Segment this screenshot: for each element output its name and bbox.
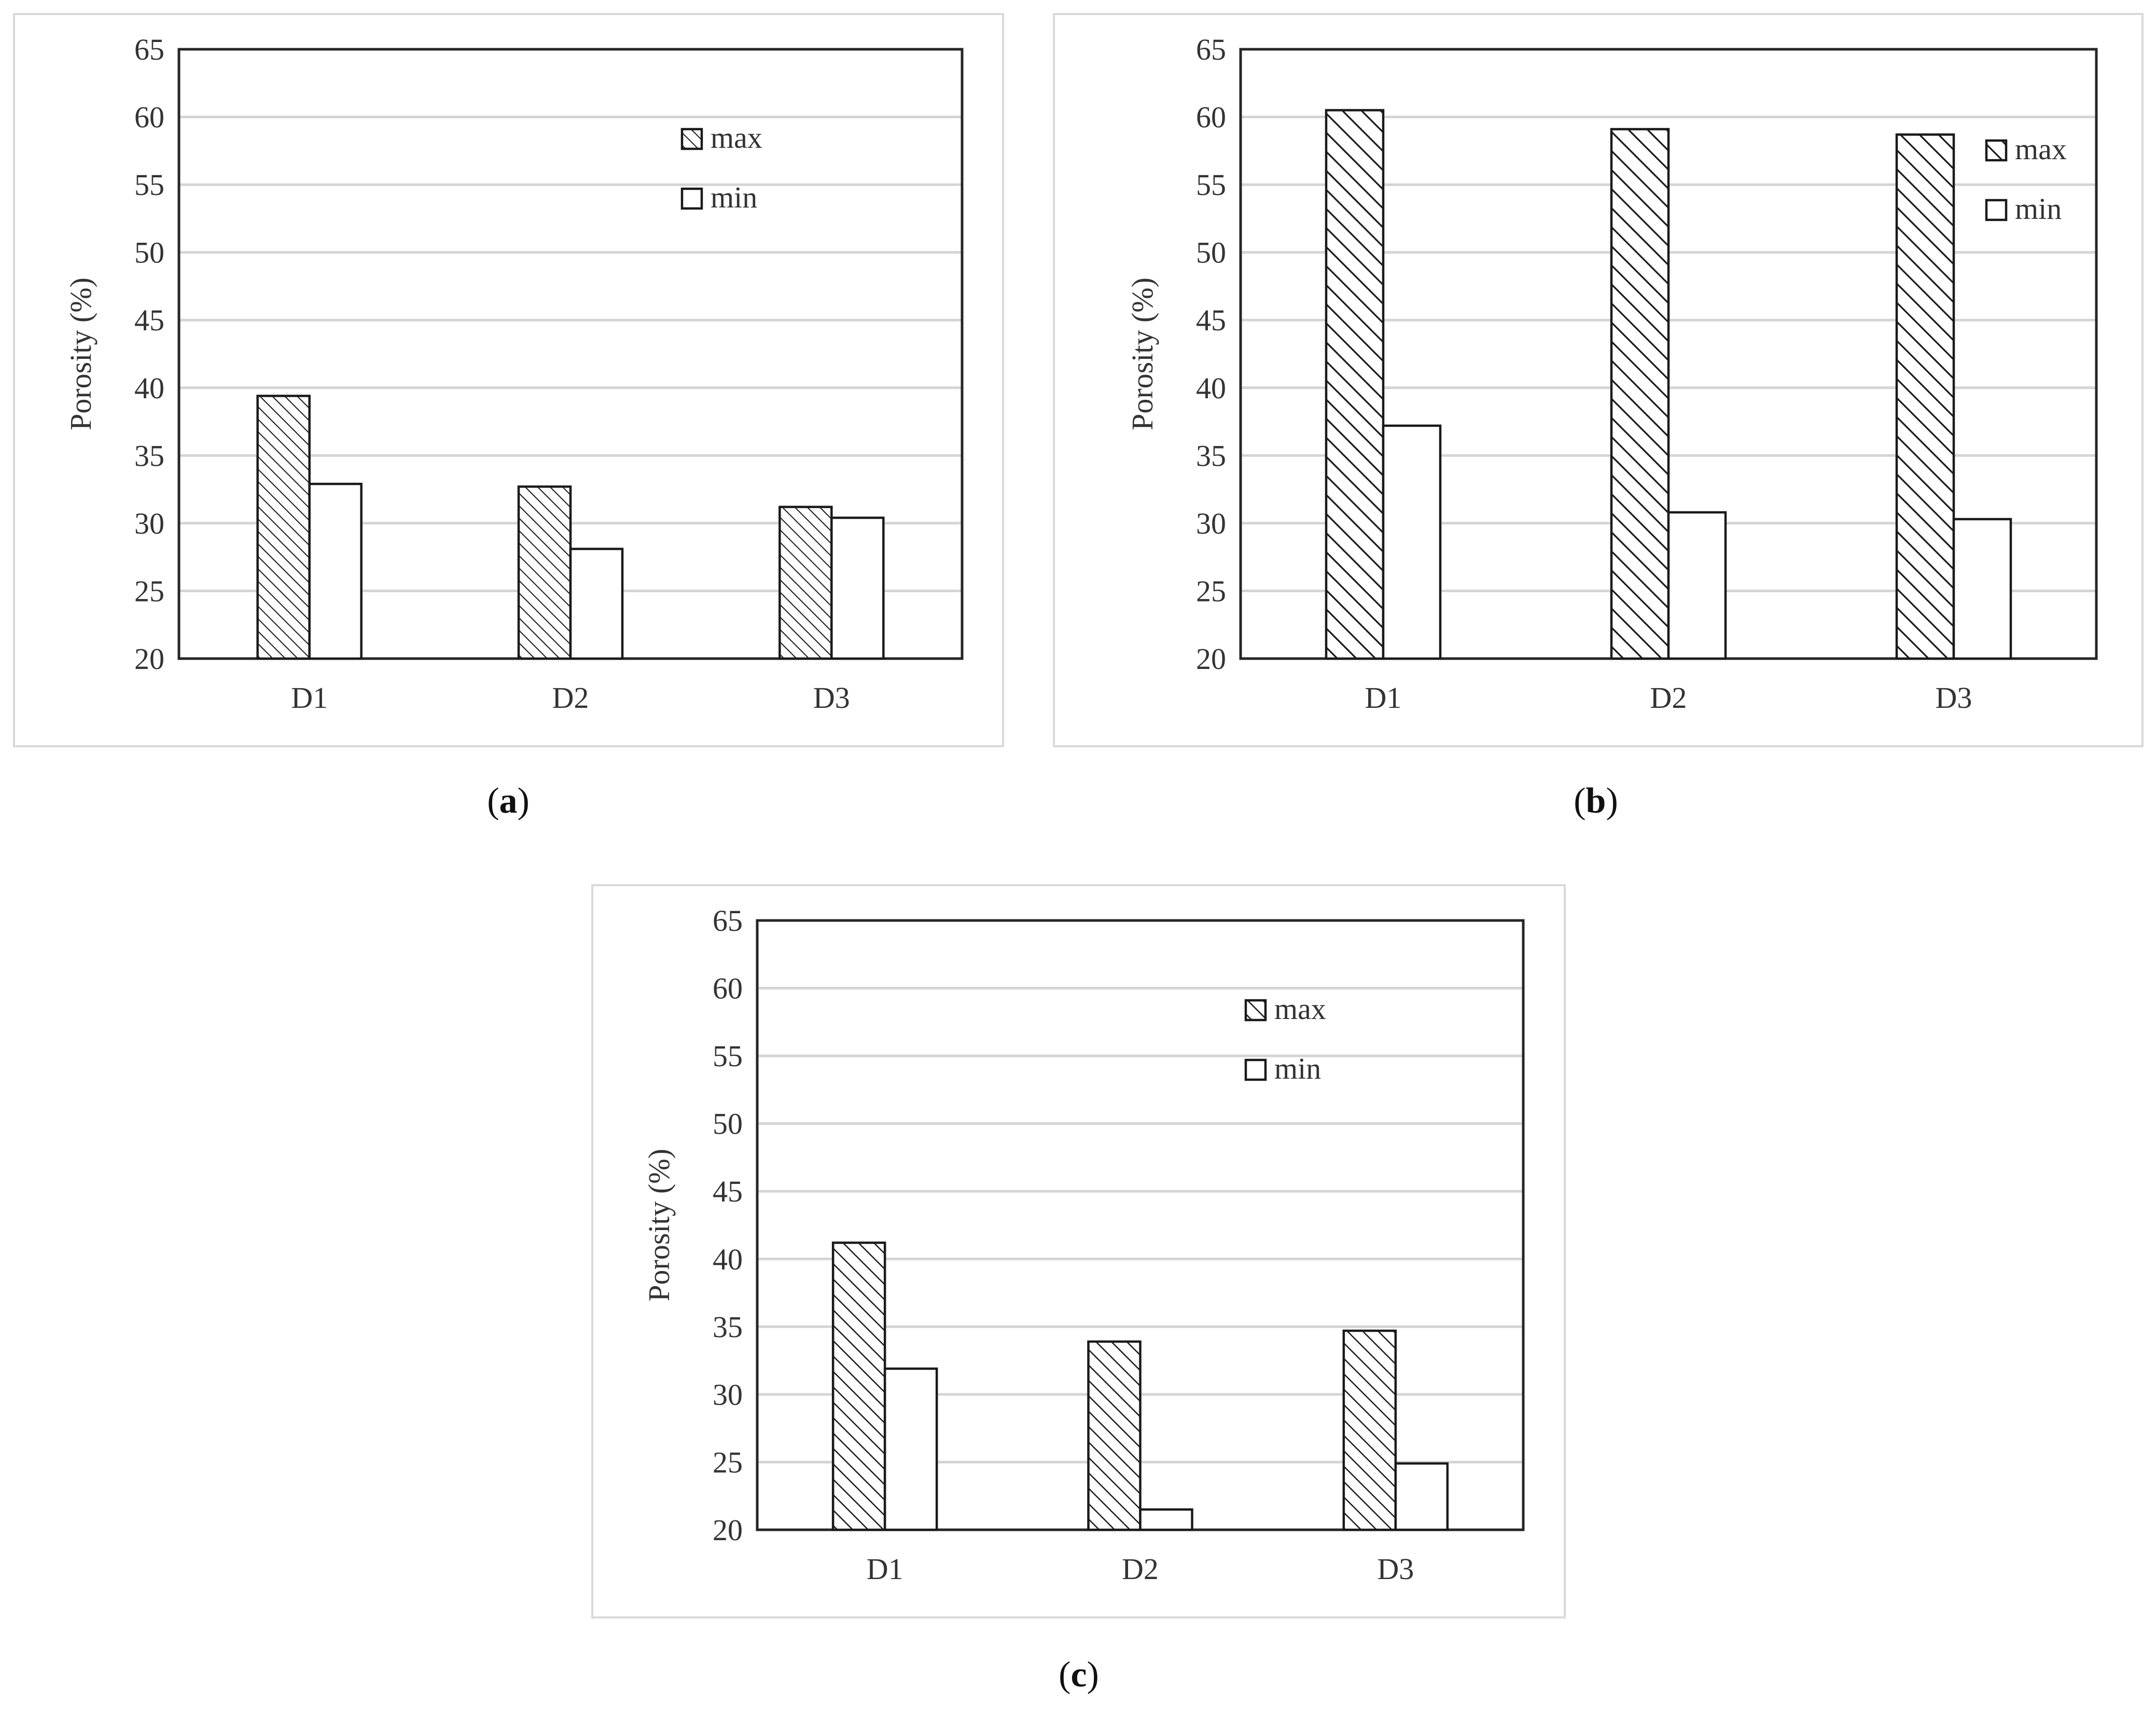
y-tick-label: 35 (134, 439, 164, 472)
bar-max-D3 (1895, 133, 1955, 660)
bar-max-D3 (778, 506, 833, 660)
y-tick-label: 50 (1196, 236, 1226, 270)
legend-label-min: min (711, 180, 757, 214)
bar-min-D3 (1394, 1462, 1449, 1531)
bar-min-D1 (308, 482, 363, 660)
y-axis-title: Porosity (%) (64, 277, 98, 430)
y-tick-label: 60 (1196, 101, 1226, 134)
bar-max-D1 (831, 1241, 886, 1531)
panel-label-b: (b) (1574, 781, 1618, 821)
x-tick-label: D1 (291, 681, 328, 715)
x-tick-label: D2 (552, 681, 589, 715)
x-tick-label: D2 (1650, 681, 1687, 715)
y-tick-label: 50 (713, 1107, 743, 1141)
legend-swatch-min (680, 187, 703, 210)
bar-max-D2 (517, 485, 572, 660)
y-tick-label: 40 (713, 1243, 743, 1276)
x-tick-label: D3 (813, 681, 850, 715)
y-tick-label: 30 (713, 1378, 743, 1412)
x-tick-label: D3 (1936, 681, 1972, 715)
bar-max-D2 (1087, 1340, 1142, 1531)
y-tick-label: 20 (713, 1513, 743, 1547)
y-tick-label: 65 (713, 904, 743, 938)
y-axis-title: Porosity (%) (642, 1149, 676, 1302)
bar-min-D2 (569, 548, 624, 660)
y-tick-label: 30 (134, 507, 164, 540)
bar-min-D3 (1952, 518, 2012, 660)
legend-label-max: max (1274, 992, 1326, 1026)
bar-max-D1 (1325, 109, 1385, 660)
y-tick-label: 35 (1196, 439, 1226, 472)
x-tick-label: D3 (1377, 1552, 1414, 1586)
legend-label-min: min (2015, 192, 2062, 226)
legend-swatch-min (1244, 1058, 1267, 1081)
y-tick-label: 65 (134, 33, 164, 66)
y-axis-title: Porosity (%) (1125, 277, 1159, 430)
y-tick-label: 65 (1196, 33, 1226, 66)
bar-max-D2 (1610, 128, 1670, 660)
bar-min-D1 (883, 1367, 938, 1531)
y-tick-label: 30 (1196, 507, 1226, 540)
y-tick-label: 60 (134, 101, 164, 134)
bar-max-D3 (1342, 1329, 1397, 1531)
chart-panel-b: 20 25 30 35 40 45 50 55 60 65 Porosity (%) D1 D2 D3 ma… (1053, 13, 2144, 747)
x-tick-label: D1 (1365, 681, 1402, 715)
y-tick-label: 25 (713, 1445, 743, 1479)
x-tick-label: D2 (1122, 1552, 1159, 1586)
chart-panel-a: 20 25 30 35 40 45 50 55 60 65 Porosity (%) D1 D2 D3 ma… (13, 13, 1004, 747)
y-tick-label: 45 (134, 303, 164, 337)
y-tick-label: 45 (1196, 303, 1226, 337)
y-tick-label: 20 (1196, 642, 1226, 676)
y-tick-label: 25 (134, 574, 164, 608)
legend-label-min: min (1274, 1052, 1321, 1085)
bar-min-D2 (1139, 1508, 1193, 1531)
y-tick-label: 60 (713, 972, 743, 1006)
panel-label-c: (c) (1059, 1655, 1099, 1695)
panel-label-a: (a) (487, 781, 530, 821)
y-tick-label: 40 (134, 371, 164, 405)
bar-min-D2 (1667, 511, 1727, 660)
y-tick-label: 25 (1196, 574, 1226, 608)
legend-label-max: max (711, 121, 762, 155)
legend-swatch-max (680, 128, 703, 150)
y-tick-label: 55 (713, 1039, 743, 1073)
y-tick-label: 55 (134, 168, 164, 202)
y-tick-label: 20 (134, 642, 164, 676)
legend-swatch-min (1985, 199, 2008, 221)
legend-label-max: max (2015, 132, 2067, 166)
y-tick-label: 55 (1196, 168, 1226, 202)
y-tick-label: 35 (713, 1310, 743, 1344)
y-tick-label: 40 (1196, 371, 1226, 405)
bar-max-D1 (256, 395, 311, 660)
y-tick-label: 45 (713, 1175, 743, 1208)
bar-min-D1 (1382, 424, 1442, 660)
x-tick-label: D1 (867, 1552, 903, 1586)
legend-swatch-max (1985, 139, 2008, 162)
legend-swatch-max (1244, 999, 1267, 1022)
bar-min-D3 (830, 517, 885, 660)
chart-panel-c: 20 25 30 35 40 45 50 55 60 65 Porosity (%) D1 D2 D3 ma… (591, 884, 1566, 1618)
y-tick-label: 50 (134, 236, 164, 270)
